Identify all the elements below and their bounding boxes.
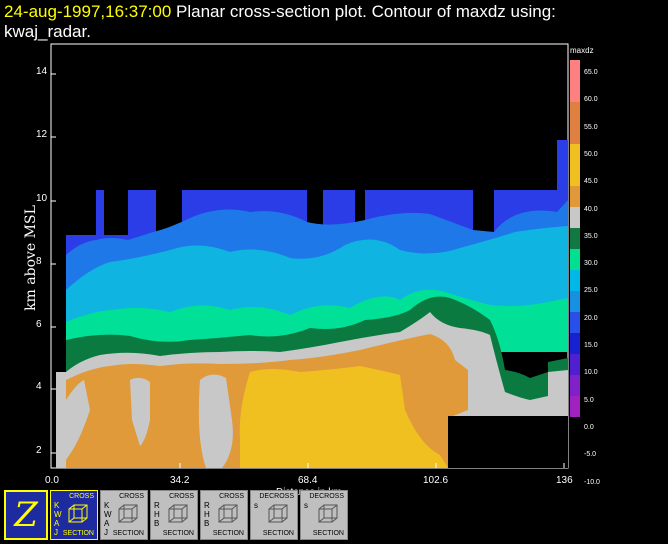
x-tick-label: 34.2 (170, 475, 190, 486)
legend-label: -5.0 (584, 451, 597, 459)
button-side-label: R H B (154, 501, 160, 528)
button-top-label: CROSS (219, 493, 244, 500)
legend-swatch (570, 375, 580, 396)
button-side-label: K W A J (104, 501, 112, 537)
button-bottom-label: SECTION (212, 530, 244, 537)
legend-label: 30.0 (584, 260, 598, 268)
legend-label: 40.0 (584, 205, 598, 213)
button-bottom-label: SECTION (262, 530, 294, 537)
y-tick-label: 2 (36, 445, 42, 456)
contour-yellow (239, 366, 448, 468)
cross-section-button[interactable]: DECROSS SECTION s (250, 490, 298, 540)
cube-icon (268, 504, 288, 523)
cube-icon (218, 504, 238, 523)
y-tick-label: 14 (36, 66, 48, 77)
legend-label: 25.0 (584, 287, 598, 295)
legend-swatch (570, 186, 580, 207)
legend-swatch (570, 165, 580, 186)
toolbar: Z CROSS SECTION K W A J CROSS SECTION K W A J… (4, 490, 348, 542)
cross-section-button[interactable]: CROSS SECTION R H B (200, 490, 248, 540)
button-top-label: DECROSS (309, 493, 344, 500)
legend-swatch (570, 123, 580, 144)
legend-swatch (570, 81, 580, 102)
legend-swatch (570, 228, 580, 249)
legend-label: 15.0 (584, 342, 598, 349)
y-tick-label: 12 (36, 129, 48, 140)
button-top-label: CROSS (119, 493, 144, 500)
x-tick-label: 68.4 (298, 475, 318, 486)
cross-section-button[interactable]: CROSS SECTION R H B (150, 490, 198, 540)
cube-icon (168, 504, 188, 523)
y-tick-label: 6 (36, 319, 42, 330)
button-bottom-label: SECTION (162, 530, 194, 537)
legend-label: 55.0 (584, 123, 598, 131)
legend-swatch (570, 144, 580, 165)
contour-gray-core3 (130, 377, 150, 446)
button-bottom-label: SECTION (312, 530, 344, 537)
legend-label: 5.0 (584, 396, 594, 404)
x-tick-label: 136 (556, 475, 573, 486)
y-tick-label: 10 (36, 193, 48, 204)
button-top-label: DECROSS (259, 493, 294, 500)
title-line2: kwaj_radar. (4, 22, 91, 41)
button-bottom-label: SECTION (112, 530, 144, 537)
cube-icon (318, 504, 338, 523)
cube-icon (118, 504, 138, 523)
x-tick-label: 0.0 (45, 475, 59, 486)
zeb-logo-button[interactable]: Z (4, 490, 48, 540)
button-side-label: R H B (204, 501, 210, 528)
title-text: Planar cross-section plot. Contour of ma… (171, 2, 556, 21)
legend-swatch (570, 60, 580, 81)
button-side-label: s (254, 501, 258, 510)
legend-label: -10.0 (584, 478, 600, 486)
button-bottom-label: SECTION (62, 530, 94, 537)
legend-swatch (570, 102, 580, 123)
contour-gray-core2 (66, 380, 90, 460)
cross-section-button[interactable]: DECROSS SECTION s (300, 490, 348, 540)
cross-section-button[interactable]: CROSS SECTION K W A J (50, 490, 98, 540)
legend-label: 45.0 (584, 178, 598, 186)
legend-swatch (570, 333, 580, 354)
legend-swatch (570, 312, 580, 333)
legend-swatch (570, 396, 580, 417)
legend-swatch (570, 291, 580, 312)
button-top-label: CROSS (169, 493, 194, 500)
color-legend-bar (570, 60, 580, 417)
cross-section-button[interactable]: CROSS SECTION K W A J (100, 490, 148, 540)
plot-title: 24-aug-1997,16:37:00 Planar cross-sectio… (4, 2, 664, 42)
legend-swatch (570, 354, 580, 375)
legend-label: 65.0 (584, 69, 598, 76)
button-side-label: s (304, 501, 308, 510)
legend-label: 50.0 (584, 150, 598, 158)
button-top-label: CROSS (69, 493, 94, 500)
legend-label: 0.0 (584, 423, 594, 431)
legend-swatch (570, 270, 580, 291)
no-data-region (448, 416, 568, 468)
legend-label: 35.0 (584, 232, 598, 240)
legend-swatch (570, 249, 580, 270)
legend-label: 60.0 (584, 96, 598, 104)
cube-icon (68, 504, 88, 523)
timestamp: 24-aug-1997,16:37:00 (4, 2, 172, 21)
legend-label: 20.0 (584, 314, 598, 322)
y-tick-label: 4 (36, 381, 42, 392)
x-tick-label: 102.6 (423, 475, 449, 486)
y-tick-label: 8 (36, 256, 42, 267)
legend-swatch (570, 207, 580, 228)
legend-title: maxdz (570, 46, 594, 55)
contour-gray-core (198, 374, 233, 468)
legend-label: 10.0 (584, 369, 598, 377)
button-side-label: K W A J (54, 501, 62, 537)
